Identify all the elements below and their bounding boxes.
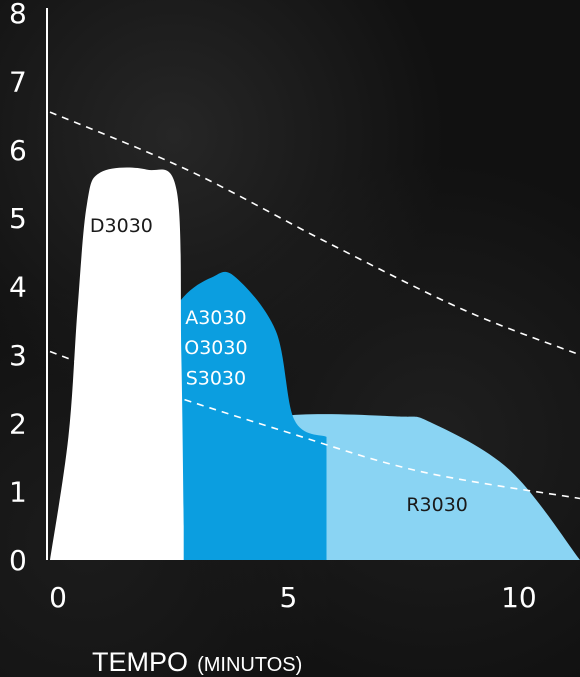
- x-tick-label: 5: [279, 581, 297, 614]
- x-tick-label: 0: [49, 581, 67, 614]
- dashed-reference-line-1: [49, 111, 580, 356]
- x-tick-label: 10: [501, 581, 537, 614]
- y-tick-labels: 0 1 2 3 4 5 6 7 8: [9, 0, 27, 577]
- x-tick-labels: 0 5 10: [49, 581, 537, 614]
- y-tick-label: 8: [9, 0, 27, 30]
- y-tick-label: 1: [9, 476, 27, 509]
- dashed-reference-line-2: [49, 350, 580, 500]
- y-tick-label: 0: [9, 544, 27, 577]
- y-tick-label: 4: [9, 271, 27, 304]
- x-axis-title: TEMPO (MINUTOS): [92, 647, 302, 677]
- y-tick-label: 6: [9, 134, 27, 167]
- y-tick-label: 5: [9, 202, 27, 235]
- y-tick-label: 3: [9, 339, 27, 372]
- series-label-a3030: A3030: [185, 307, 246, 329]
- series-labels: R3030 A3030 O3030 S3030 D3030: [90, 215, 468, 516]
- area-series-group: [50, 167, 580, 560]
- y-tick-label: 2: [9, 407, 27, 440]
- series-label-r3030: R3030: [406, 494, 468, 516]
- x-axis-title-unit: (MINUTOS): [197, 654, 302, 676]
- reference-lines-group: [49, 111, 580, 500]
- series-label-d3030: D3030: [90, 215, 153, 237]
- x-axis-title-main: TEMPO: [92, 647, 188, 677]
- series-label-o3030: O3030: [184, 337, 247, 359]
- series-label-s3030: S3030: [186, 367, 246, 389]
- area-d3030: [50, 167, 184, 560]
- y-tick-label: 7: [9, 65, 27, 98]
